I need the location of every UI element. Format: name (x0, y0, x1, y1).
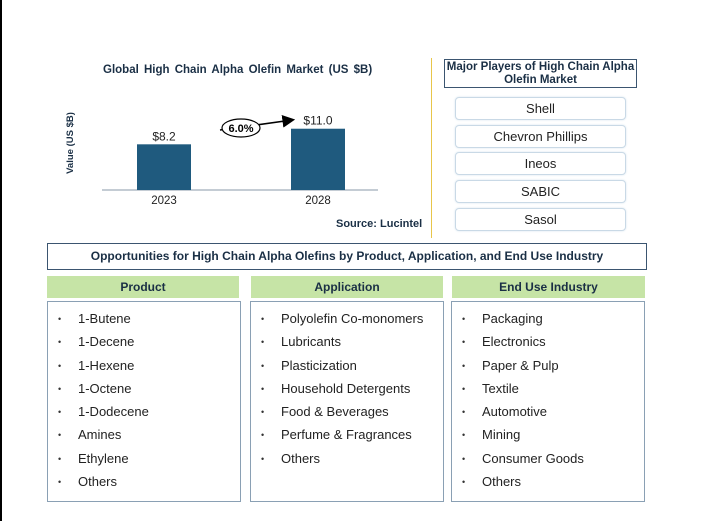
list-item: Amines (48, 427, 240, 450)
list-item: Ethylene (48, 451, 240, 474)
application-list: Polyolefin Co-monomersLubricantsPlastici… (251, 302, 443, 474)
source-note: Source: Lucintel (336, 218, 423, 230)
vertical-divider (431, 58, 432, 238)
application-list-box: Polyolefin Co-monomersLubricantsPlastici… (250, 301, 444, 502)
player-sasol: Sasol (455, 208, 626, 231)
bar-2028 (291, 128, 345, 190)
chart-title: Global High Chain Alpha Olefin Market (U… (103, 64, 373, 76)
list-item: Food & Beverages (251, 404, 443, 427)
player-ineos: Ineos (455, 152, 626, 175)
list-item: Polyolefin Co-monomers (251, 311, 443, 334)
list-item: 1-Octene (48, 381, 240, 404)
list-item: Textile (452, 381, 644, 404)
category-label-2023: 2023 (151, 195, 177, 207)
player-shell: Shell (455, 97, 626, 120)
list-item: Lubricants (251, 334, 443, 357)
left-border-line (0, 0, 2, 521)
list-item: Others (251, 451, 443, 474)
list-item: 1-Hexene (48, 358, 240, 381)
opportunities-title: Opportunities for High Chain Alpha Olefi… (47, 243, 647, 270)
application-column-heading: Application (251, 276, 443, 298)
value-label-2028: $11.0 (303, 114, 332, 128)
list-item: Others (48, 474, 240, 497)
list-item: Plasticization (251, 358, 443, 381)
end-use-list: PackagingElectronicsPaper & PulpTextileA… (452, 302, 644, 497)
list-item: Mining (452, 427, 644, 450)
player-chevron-phillips: Chevron Phillips (455, 125, 626, 148)
list-item: 1-Decene (48, 334, 240, 357)
cagr-annotation: 6.0% (219, 114, 296, 138)
list-item: Perfume & Fragrances (251, 427, 443, 450)
bar-chart: Value (US $B) $8.2 2023 $11.0 2028 6.0% (65, 112, 378, 207)
y-axis-label: Value (US $B) (65, 112, 76, 174)
end-use-list-box: PackagingElectronicsPaper & PulpTextileA… (451, 301, 645, 502)
end-use-column-heading: End Use Industry (452, 276, 645, 298)
list-item: Automotive (452, 404, 644, 427)
list-item: Others (452, 474, 644, 497)
list-item: 1-Dodecene (48, 404, 240, 427)
category-label-2028: 2028 (305, 195, 331, 207)
list-item: 1-Butene (48, 311, 240, 334)
product-column-heading: Product (47, 276, 239, 298)
list-item: Consumer Goods (452, 451, 644, 474)
cagr-ellipse (221, 118, 261, 138)
bar-2023 (137, 144, 191, 190)
list-item: Household Detergents (251, 381, 443, 404)
cagr-label: 6.0% (228, 123, 253, 135)
list-item: Paper & Pulp (452, 358, 644, 381)
list-item: Electronics (452, 334, 644, 357)
product-list-box: 1-Butene1-Decene1-Hexene1-Octene1-Dodece… (47, 301, 241, 502)
product-list: 1-Butene1-Decene1-Hexene1-Octene1-Dodece… (48, 302, 240, 497)
list-item: Packaging (452, 311, 644, 334)
player-sabic: SABIC (455, 180, 626, 203)
value-label-2023: $8.2 (152, 129, 176, 143)
players-title: Major Players of High Chain Alpha Olefin… (444, 59, 637, 88)
